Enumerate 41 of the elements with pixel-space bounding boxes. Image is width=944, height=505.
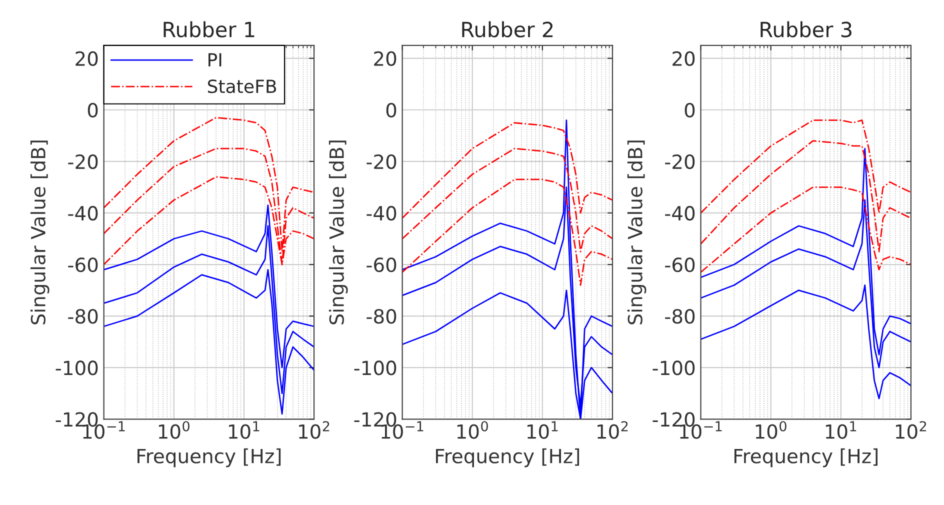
y-tick-label: 0 [88, 102, 98, 118]
y-tick-label: -40 [665, 206, 695, 221]
y-axis-title: Singular Value [dB] [30, 140, 50, 324]
legend-label: StateFB [208, 79, 276, 94]
y-axis-title: Singular Value [dB] [627, 140, 646, 324]
y-tick-label: -80 [366, 309, 396, 324]
x-tick-label: 10$^{0}$ [457, 421, 488, 439]
x-tick-label: 10$^{2}$ [598, 421, 628, 439]
y-tick-label: -20 [68, 154, 98, 170]
x-tick-label: 10$^{1}$ [228, 421, 260, 439]
y-tick-label: -40 [366, 206, 396, 221]
x-tick-label: 10$^{1}$ [826, 421, 856, 439]
x-tick-label: 10$^{2}$ [299, 421, 330, 439]
y-axis-title: Singular Value [dB] [328, 140, 348, 324]
y-tick-label: 20 [672, 51, 695, 66]
y-tick-label: 0 [684, 102, 695, 118]
y-tick-label: -80 [665, 309, 695, 324]
chart-title: Rubber 2 [462, 21, 553, 38]
y-tick-label: -20 [366, 154, 396, 170]
y-tick-label: -60 [665, 257, 695, 272]
x-axis-title: Frequency [Hz] [436, 448, 580, 468]
y-tick-label: 0 [386, 102, 396, 118]
legend-label: PI [208, 53, 222, 66]
x-tick-label: 10$^{0}$ [756, 421, 786, 439]
y-tick-label: -100 [652, 360, 695, 376]
y-tick-label: -60 [68, 257, 98, 272]
y-tick-label: 20 [374, 51, 396, 66]
x-tick-label: 10$^{2}$ [896, 421, 926, 439]
chart-title: Rubber 1 [164, 21, 254, 38]
x-axis-title: Frequency [Hz] [138, 448, 281, 468]
x-axis-title: Frequency [Hz] [734, 448, 878, 468]
y-tick-label: -20 [665, 154, 695, 170]
x-tick-label: 10$^{0}$ [158, 421, 190, 439]
x-tick-label: 10$^{1}$ [527, 421, 558, 439]
y-tick-label: -40 [68, 206, 98, 221]
y-tick-label: -60 [366, 257, 396, 272]
chart-title: Rubber 3 [760, 21, 852, 38]
y-tick-label: -100 [56, 360, 98, 376]
y-tick-label: 20 [76, 51, 98, 66]
y-tick-label: -100 [354, 360, 396, 376]
y-tick-label: -80 [68, 309, 98, 324]
